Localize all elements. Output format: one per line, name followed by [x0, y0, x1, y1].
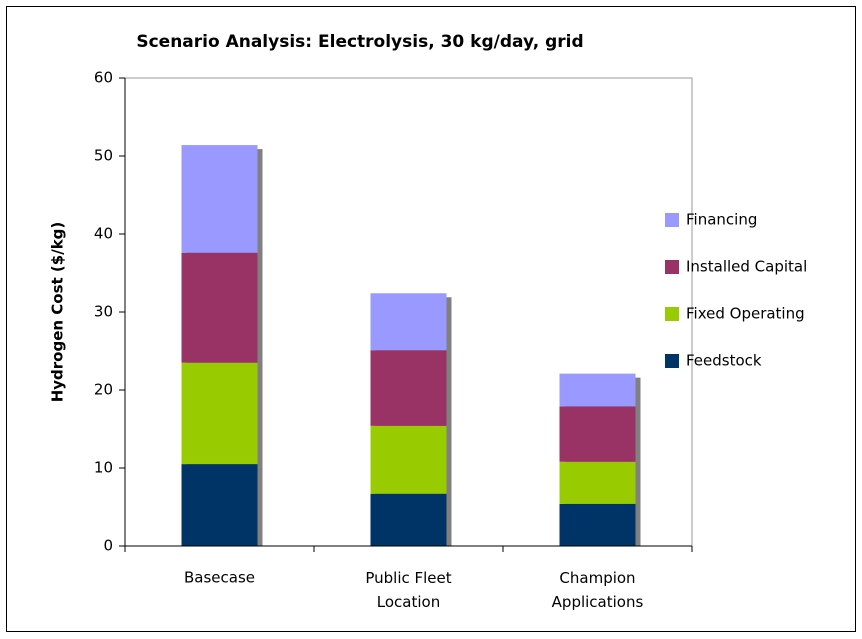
plot-border — [125, 77, 693, 546]
bar-segment — [181, 145, 258, 253]
bar-segment — [370, 493, 447, 546]
y-tick-label: 0 — [103, 537, 113, 555]
bar-segment — [559, 373, 636, 407]
x-tick-label: Champion Applications — [552, 569, 644, 611]
chart-title: Scenario Analysis: Electrolysis, 30 kg/d… — [136, 32, 583, 52]
x-tick-label: Basecase — [184, 569, 255, 587]
bar-segment — [181, 362, 258, 465]
y-tick-label: 60 — [94, 69, 113, 87]
legend-swatch — [665, 354, 679, 368]
y-tick-label: 30 — [94, 303, 113, 321]
bar-segment — [370, 350, 447, 426]
y-tick-label: 40 — [94, 225, 113, 243]
y-tick-label: 20 — [94, 381, 113, 399]
legend-swatch — [665, 260, 679, 274]
bar-segment — [559, 503, 636, 546]
bar-segment — [559, 461, 636, 504]
y-tick-label: 10 — [94, 459, 113, 477]
bar-segment — [370, 425, 447, 494]
legend-swatch — [665, 213, 679, 227]
x-tick-label: Public Fleet Location — [365, 569, 451, 611]
legend-label: Feedstock — [686, 352, 762, 370]
legend-label: Financing — [686, 211, 757, 229]
y-axis-label: Hydrogen Cost ($/kg) — [49, 222, 67, 403]
bar-segment — [559, 406, 636, 462]
y-tick-label: 50 — [94, 147, 113, 165]
bar-segment — [370, 293, 447, 351]
legend-label: Installed Capital — [686, 258, 807, 276]
legend-swatch — [665, 307, 679, 321]
legend-label: Fixed Operating — [686, 305, 805, 323]
bar-segment — [181, 252, 258, 363]
bar-segment — [181, 464, 258, 546]
